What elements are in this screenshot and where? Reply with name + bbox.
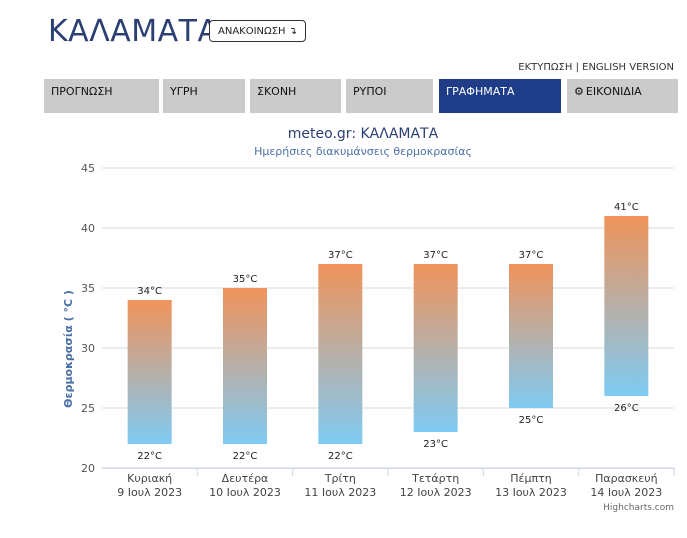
tab-forecast[interactable]: ΠΡΟΓΝΩΣΗ [44, 79, 159, 113]
y-tick-label: 45 [81, 162, 95, 175]
english-version-link[interactable]: ENGLISH VERSION [582, 62, 674, 73]
max-temp-label: 37°C [423, 250, 448, 261]
temperature-range-bar [604, 216, 649, 396]
y-tick-label: 25 [81, 402, 95, 415]
y-tick-label: 40 [81, 222, 95, 235]
min-temp-label: 22°C [233, 451, 258, 462]
x-tick-day-label: Τρίτη [324, 472, 356, 485]
temperature-range-bar [318, 264, 363, 444]
x-tick-day-label: Κυριακή [127, 472, 172, 485]
announcement-button[interactable]: ΑΝΑΚΟΙΝΩΣΗ ↴ [209, 20, 307, 42]
y-tick-label: 30 [81, 342, 95, 355]
print-link[interactable]: ΕΚΤΥΠΩΣΗ [518, 62, 573, 73]
tab-bar: ΠΡΟΓΝΩΣΗ ΥΓΡΗ ΣΚΟΝΗ ΡΥΠΟΙ ΓΡΑΦΗΜΑΤΑ ⚙ ΕΙΚ… [44, 79, 678, 113]
temperature-range-bar [509, 264, 553, 408]
x-tick-day-label: Πέμπτη [510, 472, 551, 485]
min-temp-label: 23°C [423, 439, 448, 450]
temperature-chart: meteo.gr: ΚΑΛΑΜΑΤΑ Ημερήσιες διακυμάνσει… [0, 118, 687, 534]
chart-svg: meteo.gr: ΚΑΛΑΜΑΤΑ Ημερήσιες διακυμάνσει… [62, 126, 675, 513]
y-axis-title: Θερμοκρασία ( °C ) [62, 290, 75, 408]
max-temp-label: 41°C [614, 202, 639, 213]
x-tick-date-label: 11 Ιουλ 2023 [304, 486, 376, 499]
min-temp-label: 22°C [137, 451, 162, 462]
x-tick-date-label: 12 Ιουλ 2023 [400, 486, 472, 499]
tab-icons[interactable]: ⚙ ΕΙΚΟΝΙΔΙΑ [567, 79, 678, 113]
tab-label: ΥΓΡΗ [170, 85, 198, 98]
x-tick-day-label: Δευτέρα [222, 472, 269, 485]
x-tick-day-label: Παρασκευή [595, 472, 658, 485]
city-title: ΚΑΛΑΜΑΤΑ [48, 14, 219, 49]
x-tick-date-label: 14 Ιουλ 2023 [590, 486, 662, 499]
y-tick-label: 35 [81, 282, 95, 295]
tab-charts[interactable]: ΓΡΑΦΗΜΑΤΑ [439, 79, 561, 113]
min-temp-label: 26°C [614, 403, 639, 414]
tab-label: ΠΡΟΓΝΩΣΗ [51, 85, 113, 98]
tab-label: ΣΚΟΝΗ [257, 85, 297, 98]
x-tick-day-label: Τετάρτη [411, 472, 459, 485]
temperature-range-bar [223, 288, 267, 444]
x-tick-date-label: 10 Ιουλ 2023 [209, 486, 281, 499]
tab-pollutants[interactable]: ΡΥΠΟΙ [346, 79, 433, 113]
temperature-range-bar [127, 300, 172, 444]
tab-label: ΕΙΚΟΝΙΔΙΑ [585, 85, 642, 98]
tab-label: ΡΥΠΟΙ [353, 85, 387, 98]
link-separator: | [575, 62, 579, 73]
top-links: ΕΚΤΥΠΩΣΗ | ENGLISH VERSION [518, 62, 674, 73]
max-temp-label: 35°C [233, 274, 258, 285]
max-temp-label: 37°C [519, 250, 544, 261]
min-temp-label: 25°C [519, 415, 544, 426]
min-temp-label: 22°C [328, 451, 353, 462]
x-tick-date-label: 9 Ιουλ 2023 [117, 486, 182, 499]
tab-dust[interactable]: ΣΚΟΝΗ [250, 79, 341, 113]
y-tick-label: 20 [81, 462, 95, 475]
temperature-range-bar [413, 264, 458, 432]
chart-subtitle: Ημερήσιες διακυμάνσεις θερμοκρασίας [254, 145, 472, 158]
max-temp-label: 37°C [328, 250, 353, 261]
credits-link[interactable]: Highcharts.com [603, 503, 674, 513]
gear-icon: ⚙ [574, 85, 584, 98]
chart-title: meteo.gr: ΚΑΛΑΜΑΤΑ [288, 126, 439, 142]
tab-label: ΓΡΑΦΗΜΑΤΑ [446, 85, 515, 98]
announcement-label: ΑΝΑΚΟΙΝΩΣΗ [218, 26, 286, 37]
max-temp-label: 34°C [137, 286, 162, 297]
tab-humidity[interactable]: ΥΓΡΗ [163, 79, 245, 113]
x-tick-date-label: 13 Ιουλ 2023 [495, 486, 567, 499]
arrow-down-icon: ↴ [288, 26, 298, 37]
